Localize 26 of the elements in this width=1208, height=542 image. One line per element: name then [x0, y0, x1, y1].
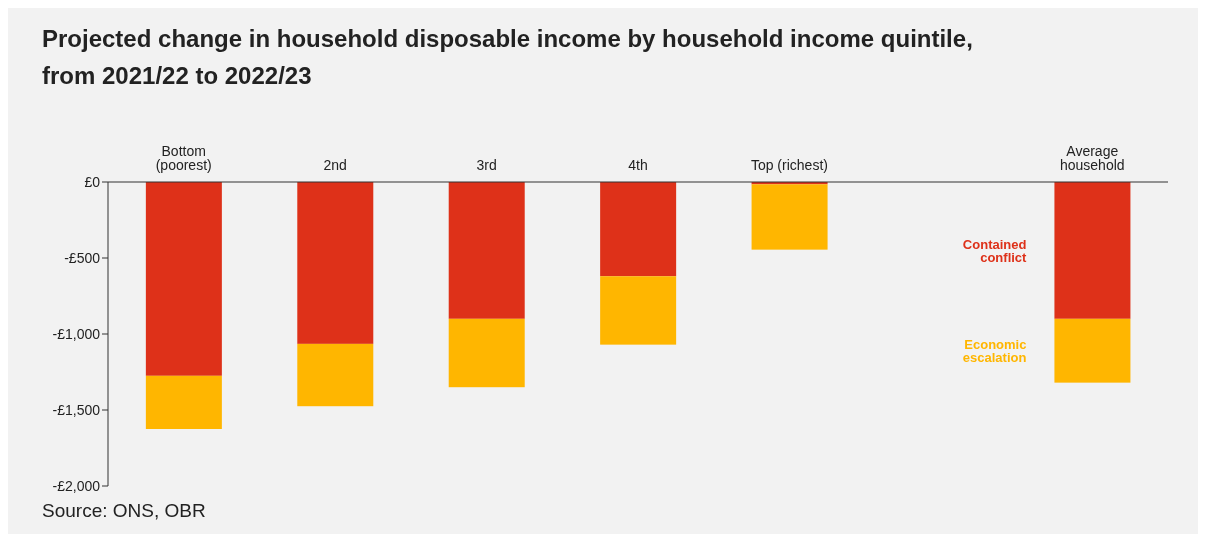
- bar: [145, 375, 222, 429]
- x-tick-label: Bottom (poorest): [155, 143, 212, 173]
- bar: [1054, 318, 1131, 383]
- y-tick-label: -£1,000: [52, 325, 101, 342]
- text: Contained conflict: [962, 236, 1028, 265]
- x-tick-label: 3rd: [476, 157, 497, 173]
- x-tick-label: 4th: [628, 157, 648, 173]
- chart-title: Projected change in household disposable income by household income quintile, from 2021/22 to 2022/23: [42, 24, 974, 91]
- bar: [448, 318, 525, 388]
- bar: [297, 343, 374, 407]
- bar: [1054, 182, 1131, 319]
- y-tick-label: £0: [84, 173, 101, 190]
- y-tick-label: -£500: [64, 249, 101, 266]
- bar: [297, 182, 374, 344]
- bar: [448, 182, 525, 319]
- bar: [751, 184, 828, 250]
- bar: [145, 182, 222, 376]
- x-tick-label: Average household: [1059, 143, 1125, 173]
- bar: [600, 182, 677, 277]
- x-tick-label: Top (richest): [750, 157, 828, 173]
- text: Economic escalation: [962, 336, 1027, 365]
- y-tick-label: -£2,000: [52, 477, 101, 494]
- source-note: Source: ONS, OBR: [42, 500, 206, 522]
- y-tick-label: -£1,500: [52, 401, 101, 418]
- bar: [600, 276, 677, 345]
- x-tick-label: 2nd: [323, 157, 347, 173]
